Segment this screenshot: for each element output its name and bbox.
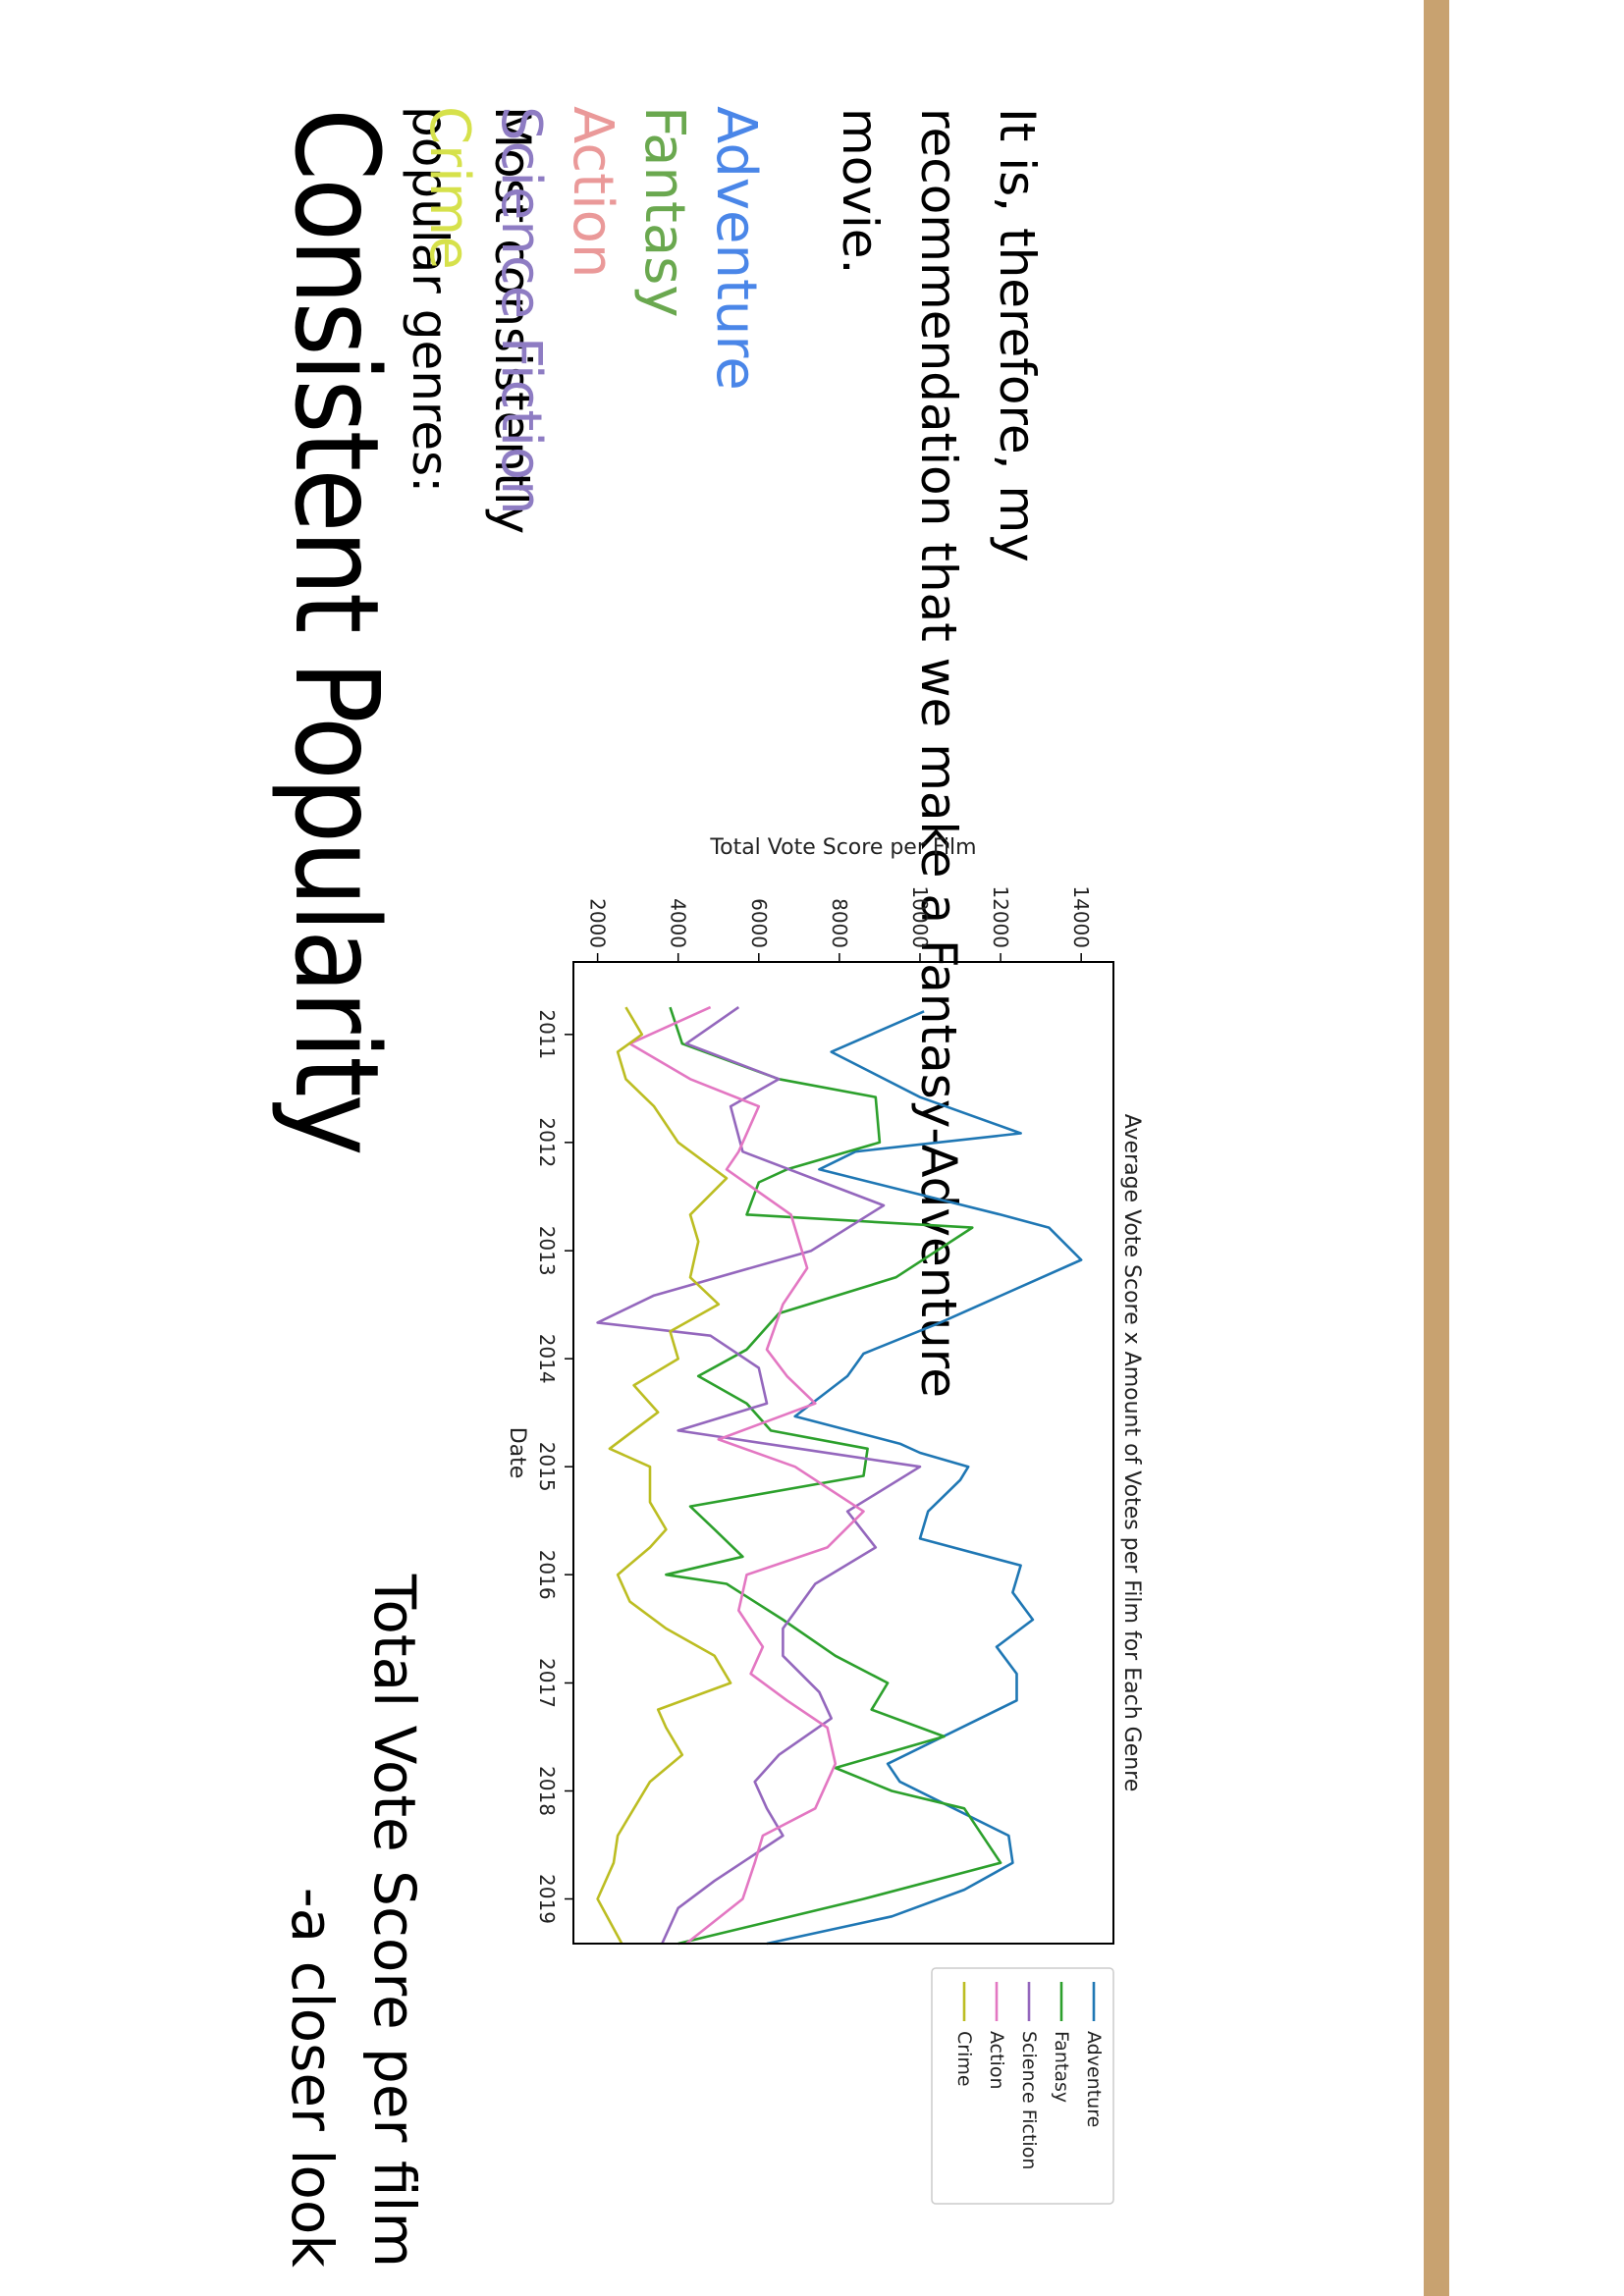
y-axis-label: Total Vote Score per Film	[709, 835, 976, 860]
series-line-adventure	[766, 1010, 1083, 1946]
legend-label: Fantasy	[1051, 2031, 1072, 2103]
y-tick-label: 4000	[667, 898, 690, 948]
y-tick-label: 10000	[908, 885, 932, 948]
genre-crime: Crime	[417, 106, 481, 270]
genre-action: Action	[561, 106, 624, 279]
chart-title: Average Vote Score x Amount of Votes per…	[1119, 1114, 1144, 1792]
series-line-science-fiction	[596, 1006, 922, 1945]
y-tick-label: 2000	[586, 898, 610, 948]
x-tick-label: 2014	[535, 1334, 559, 1384]
genre-science-fiction: Science Fiction	[489, 106, 553, 515]
series-line-action	[628, 1005, 865, 1946]
x-tick-label: 2015	[535, 1442, 559, 1492]
y-tick-label: 12000	[989, 885, 1012, 948]
genre-fantasy: Fantasy	[632, 106, 696, 318]
chart-svg: Average Vote Score x Amount of Votes per…	[505, 835, 1144, 2205]
accent-bar	[1424, 0, 1449, 2296]
x-tick-label: 2011	[535, 1009, 559, 1059]
legend-label: Crime	[953, 2031, 975, 2087]
chart: Average Vote Score x Amount of Votes per…	[475, 815, 1163, 2268]
legend-label: Science Fiction	[1018, 2031, 1040, 2169]
x-tick-label: 2016	[535, 1550, 559, 1600]
y-tick-label: 8000	[828, 898, 851, 948]
slide-subtitle: Total Vote Score per film -a closer look	[271, 1168, 436, 2268]
legend-label: Adventure	[1083, 2031, 1105, 2127]
legend-label: Action	[986, 2031, 1007, 2090]
x-tick-label: 2017	[535, 1658, 559, 1708]
x-tick-label: 2019	[535, 1874, 559, 1924]
legend-box	[931, 1967, 1114, 2205]
y-tick-label: 6000	[747, 898, 771, 948]
slide-title: Consistent Popularity	[269, 108, 405, 1153]
y-tick-label: 14000	[1069, 885, 1093, 948]
x-axis-label: Date	[505, 1427, 529, 1479]
subtitle-line: Total Vote Score per film	[361, 1574, 428, 2268]
x-tick-label: 2012	[535, 1117, 559, 1167]
x-tick-label: 2018	[535, 1766, 559, 1816]
plot-frame	[572, 961, 1114, 1945]
genre-adventure: Adventure	[704, 106, 768, 391]
series-line-fantasy	[665, 1006, 1002, 1946]
genre-list: Adventure Fantasy Action Science Fiction…	[413, 106, 772, 793]
x-tick-label: 2013	[535, 1226, 559, 1276]
subtitle-line: -a closer look	[279, 1887, 346, 2268]
series-line-crime	[596, 1006, 732, 1945]
